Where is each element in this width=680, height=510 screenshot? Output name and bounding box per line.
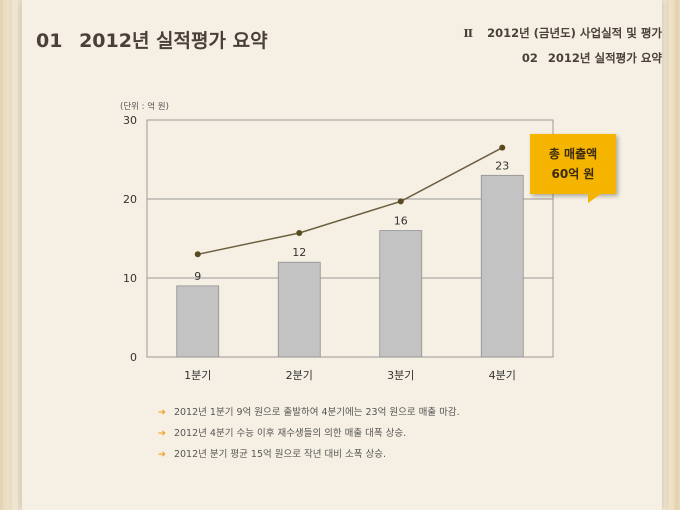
trend-line [197,146,503,256]
section-heading-text: 2012년 (금년도) 사업실적 및 평가 [487,26,662,40]
note-text: 2012년 4분기 수능 이후 재수생들의 의한 매출 대폭 상승. [173,428,407,439]
page-title: 01 2012년 실적평가 요약 [36,26,268,53]
bar [480,174,524,358]
subsection-number: 02 [521,51,538,65]
title-text: 2012년 실적평가 요약 [79,30,268,52]
bar-value-label: 9 [194,270,201,283]
y-tick-label: 30 [123,114,137,127]
total-sales-callout: 총 매출액 60억 원 [530,134,616,203]
x-tick-label: 3분기 [387,369,414,382]
callout-line-2: 60억 원 [551,167,595,181]
trend-point [397,198,404,205]
trend-point [194,251,201,258]
bar [379,230,423,358]
unit-label: (단위 : 억 원) [120,102,169,112]
x-tick-label: 1분기 [184,369,211,382]
title-number: 01 [36,30,63,52]
section-heading: Ⅱ 2012년 (금년도) 사업실적 및 평가 [463,25,662,41]
x-tick-label: 4분기 [489,369,516,382]
note-text: 2012년 1분기 9억 원으로 출발하여 4분기에는 23억 원으로 매출 마… [173,407,460,418]
plot-frame [146,119,554,358]
bar-value-label: 23 [495,159,509,172]
bar-value-label: 12 [292,246,306,259]
paper-panel [22,0,662,510]
arrow-right-icon: ➔ [158,449,166,460]
bar [176,285,220,358]
y-tick-label: 20 [123,193,137,206]
note-text: 2012년 분기 평균 15억 원으로 작년 대비 소폭 상승. [173,449,386,460]
arrow-right-icon: ➔ [158,407,166,418]
bar [277,261,321,358]
subsection-heading-text: 2012년 실적평가 요약 [547,51,662,65]
callout-line-1: 총 매출액 [548,147,598,161]
trend-point [296,229,303,236]
subsection-heading: 02 2012년 실적평가 요약 [522,50,662,66]
note-item: ➔ 2012년 분기 평균 15억 원으로 작년 대비 소폭 상승. [158,444,460,465]
note-item: ➔ 2012년 1분기 9억 원으로 출발하여 4분기에는 23억 원으로 매출 … [158,402,460,423]
bar-value-label: 16 [394,215,408,228]
section-roman-numeral: Ⅱ [463,26,474,40]
note-item: ➔ 2012년 4분기 수능 이후 재수생들의 의한 매출 대폭 상승. [158,423,460,444]
notes-list: ➔ 2012년 1분기 9억 원으로 출발하여 4분기에는 23억 원으로 매출 … [158,402,460,465]
y-tick-label: 0 [130,351,137,364]
y-tick-label: 10 [123,272,137,285]
trend-point [499,144,506,151]
x-tick-label: 2분기 [286,369,313,382]
arrow-right-icon: ➔ [158,428,166,439]
